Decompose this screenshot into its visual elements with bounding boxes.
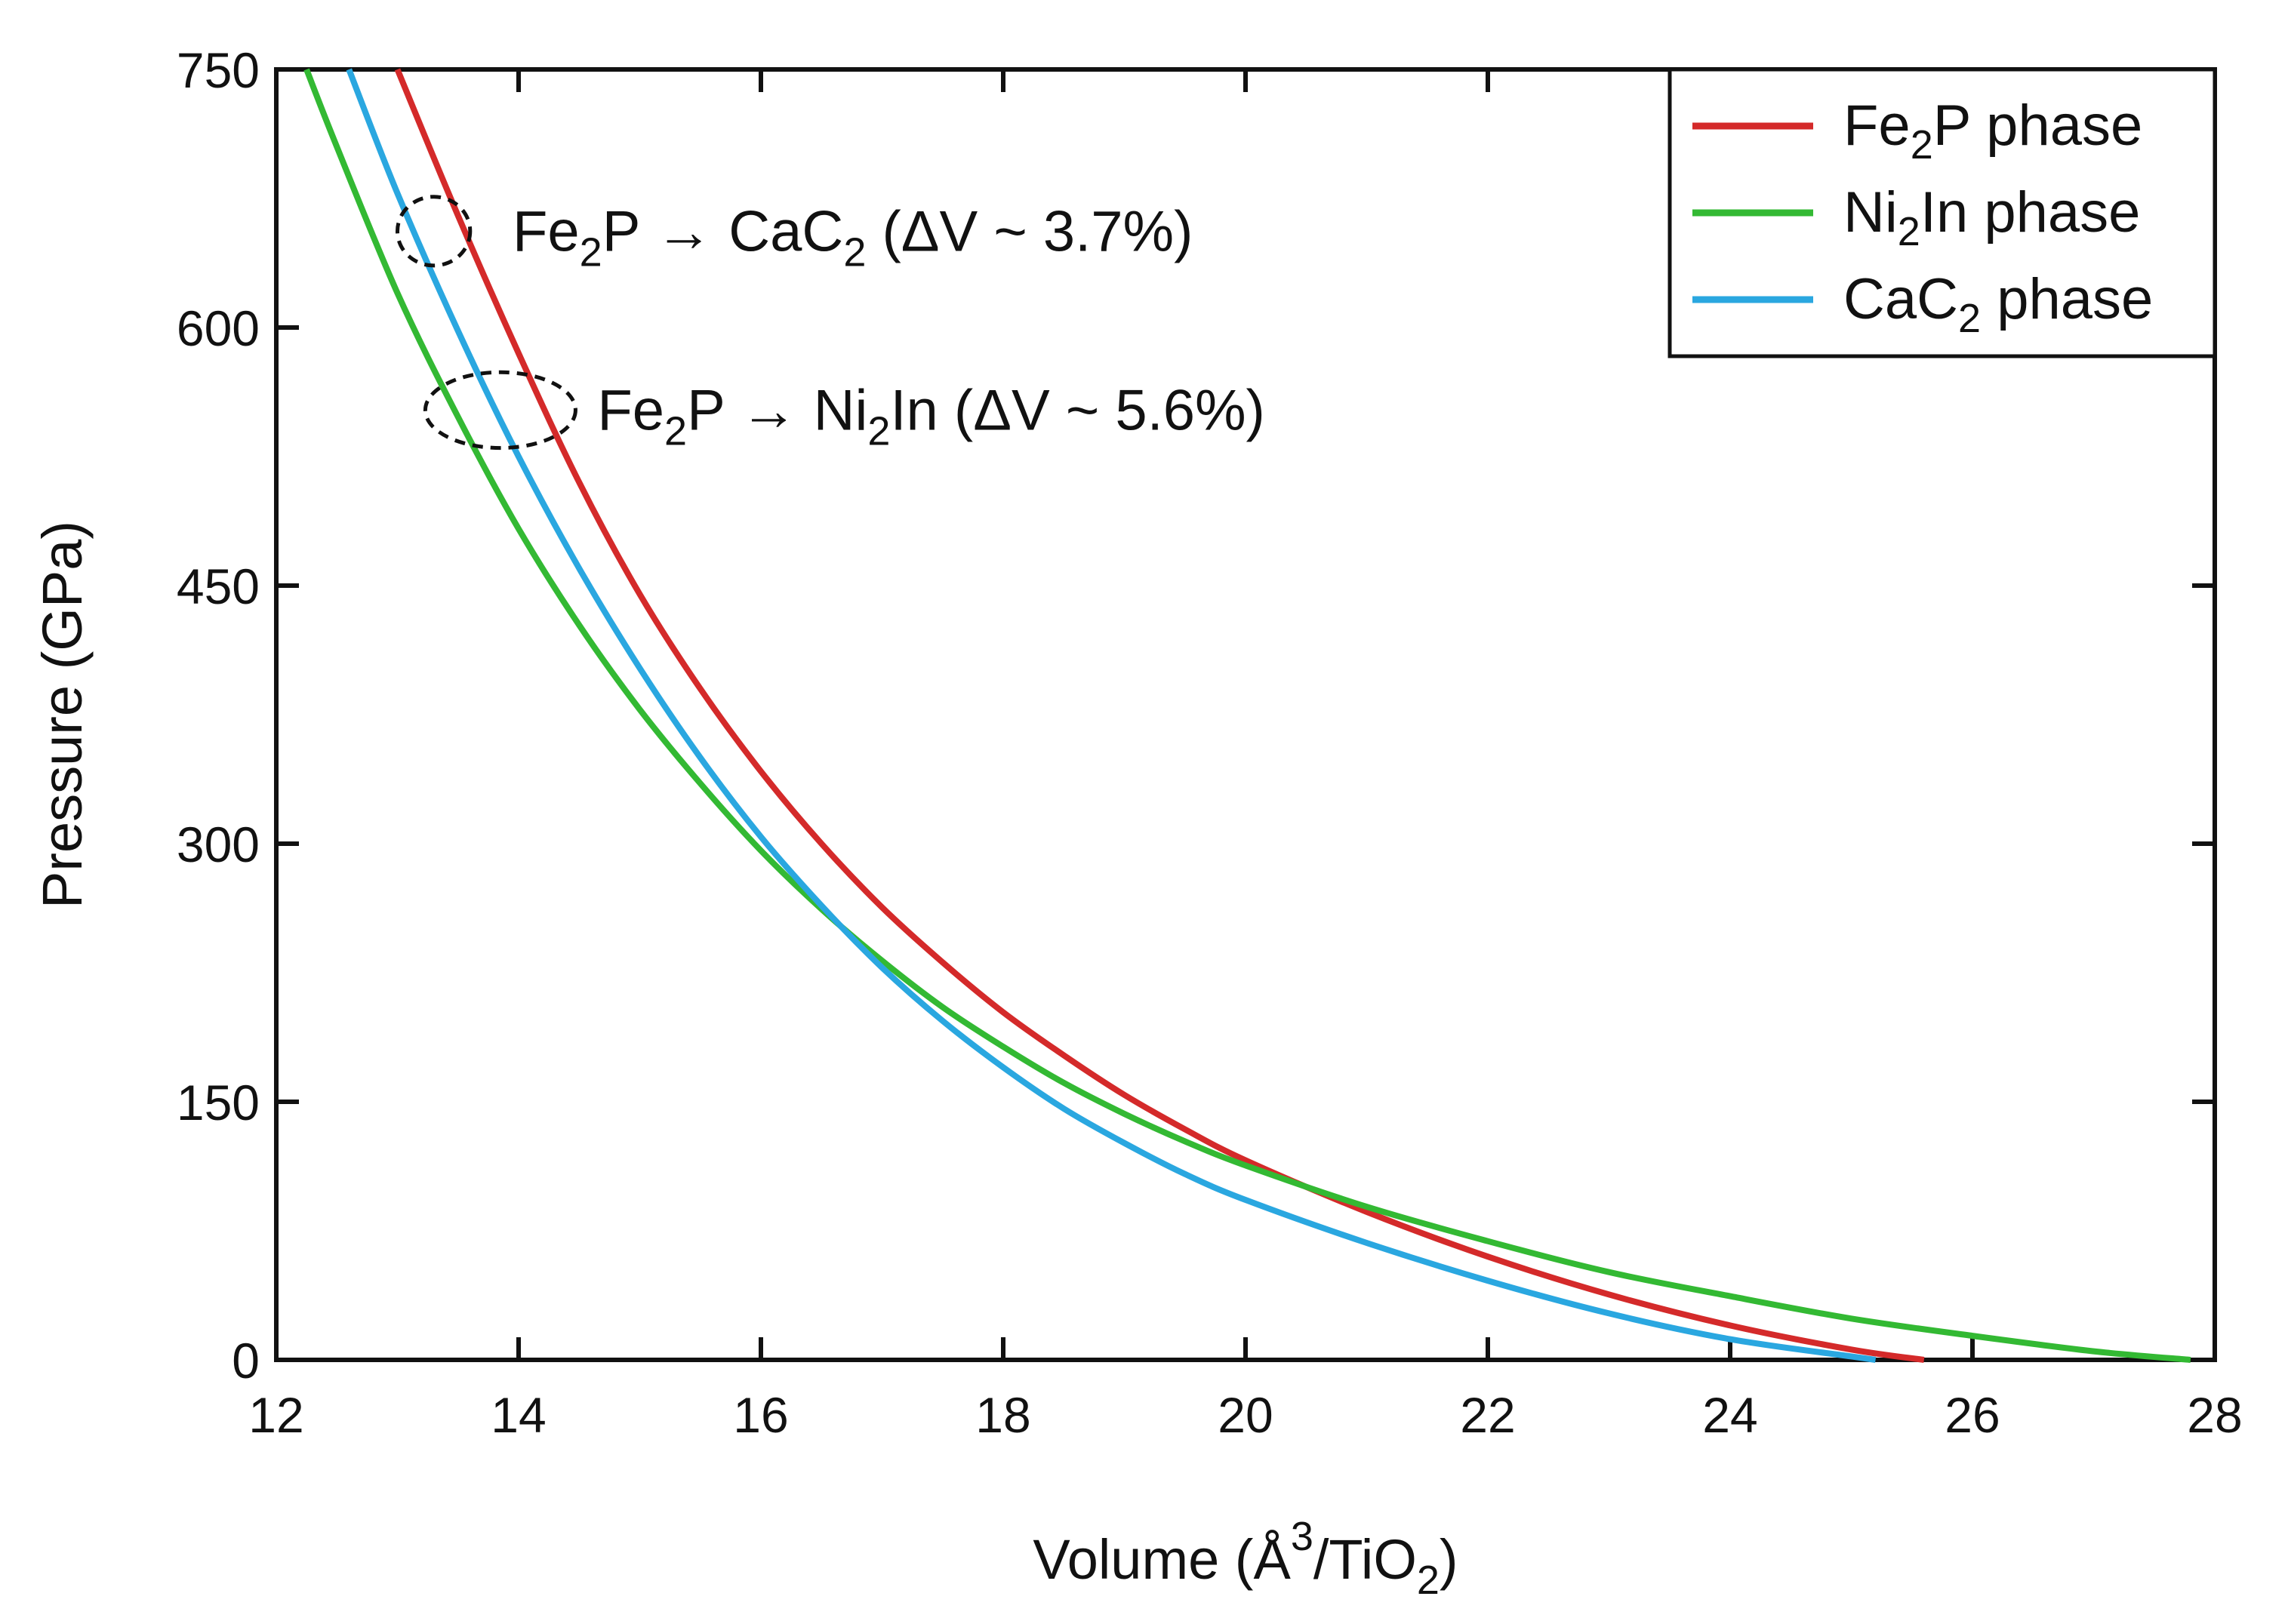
x-tick-label: 12 — [248, 1387, 303, 1443]
transition-ellipse — [396, 195, 473, 268]
axis-ticks: 12 14 16 18 20 22 24 26 28 0 150 300 450 600 750 — [177, 42, 2243, 1443]
transition-ellipse — [423, 370, 577, 451]
transition-annotation: Fe2P → CaC2 (ΔV ~ 3.7%) — [513, 199, 1193, 275]
legend-item-ni2in: Ni2In phase — [1692, 180, 2140, 254]
transition-annotation: Fe2P → Ni2In (ΔV ~ 5.6%) — [597, 378, 1265, 454]
x-axis-title: Volume (Å3/TiO2) — [1033, 1514, 1458, 1603]
y-tick-label: 300 — [177, 817, 260, 872]
legend-item-fe2p: Fe2P phase — [1692, 94, 2142, 168]
y-tick-label: 600 — [177, 300, 260, 356]
x-tick-label: 28 — [2187, 1387, 2242, 1443]
series-cac2-line — [346, 68, 1877, 1363]
y-tick-label: 150 — [177, 1075, 260, 1130]
y-tick-label: 0 — [232, 1333, 260, 1389]
legend: Fe2P phase Ni2In phase CaC2 phase — [1667, 67, 2217, 358]
x-tick-label: 14 — [491, 1387, 546, 1443]
annotations: Fe2P → CaC2 (ΔV ~ 3.7%) Fe2P → Ni2In (ΔV … — [396, 195, 1265, 454]
x-tick-label: 16 — [733, 1387, 788, 1443]
series-fe2p-line — [394, 68, 1925, 1363]
y-tick-label: 450 — [177, 558, 260, 614]
x-tick-label: 24 — [1702, 1387, 1757, 1443]
data-series — [303, 68, 2191, 1363]
x-tick-label: 22 — [1460, 1387, 1515, 1443]
y-axis-title: Pressure (GPa) — [31, 521, 94, 909]
legend-item-cac2: CaC2 phase — [1692, 267, 2153, 341]
legend-label-fe2p: Fe2P phase — [1843, 94, 2142, 168]
legend-label-cac2: CaC2 phase — [1843, 267, 2153, 341]
x-tick-label: 20 — [1218, 1387, 1273, 1443]
y-tick-label: 750 — [177, 42, 260, 98]
x-tick-label: 18 — [975, 1387, 1030, 1443]
legend-label-ni2in: Ni2In phase — [1843, 180, 2140, 254]
series-ni2in-line — [303, 68, 2191, 1363]
x-tick-label: 26 — [1945, 1387, 2000, 1443]
